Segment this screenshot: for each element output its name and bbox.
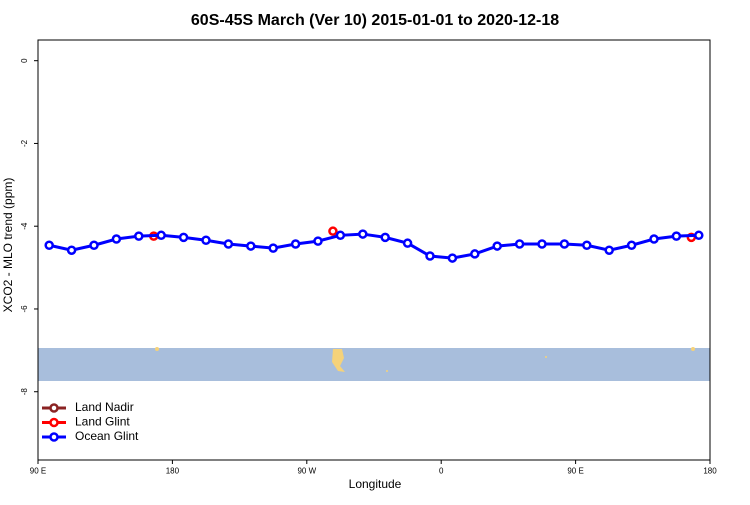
data-point — [537, 239, 547, 249]
x-tick-label: 90 E — [30, 467, 46, 476]
data-point — [582, 240, 592, 250]
data-point — [313, 236, 323, 246]
y-axis-label: XCO2 - MLO trend (ppm) — [1, 178, 15, 313]
land — [155, 347, 159, 351]
x-tick-label: 180 — [703, 467, 717, 476]
chart-title: 60S-45S March (Ver 10) 2015-01-01 to 202… — [191, 12, 559, 29]
legend-label: Land Glint — [75, 415, 130, 429]
land — [386, 370, 388, 372]
data-point — [223, 239, 234, 249]
x-axis-label: Longitude — [349, 477, 402, 491]
data-point — [559, 239, 570, 249]
data-point — [134, 231, 144, 241]
data-point — [380, 232, 390, 243]
data-point — [649, 234, 659, 244]
legend-marker — [49, 403, 59, 413]
data-point — [44, 240, 54, 250]
data-point — [89, 240, 99, 250]
data-point — [246, 241, 256, 251]
plot-frame — [37, 39, 711, 461]
land — [691, 347, 695, 351]
legend-marker — [49, 432, 59, 442]
data-point — [626, 240, 637, 250]
data-point — [290, 239, 301, 249]
data-point — [402, 238, 413, 248]
data-point — [178, 232, 189, 243]
x-tick-label: 90 E — [567, 467, 583, 476]
x-tick-label: 0 — [439, 467, 444, 476]
y-tick-label: -4 — [20, 222, 29, 230]
legend-label: Land Nadir — [75, 400, 134, 414]
data-point — [358, 229, 368, 239]
land — [545, 356, 547, 358]
data-point — [268, 243, 278, 253]
data-point — [201, 235, 211, 246]
x-tick-label: 180 — [166, 467, 180, 476]
data-point — [328, 226, 338, 236]
data-point — [671, 231, 682, 241]
data-point — [694, 230, 704, 241]
y-tick-label: 0 — [20, 58, 29, 63]
land — [332, 349, 345, 372]
data-point — [425, 251, 435, 261]
ocean-strip — [38, 348, 710, 381]
data-point — [111, 234, 122, 244]
map-strip — [38, 347, 710, 381]
y-tick-label: -6 — [20, 305, 29, 313]
x-tick-label: 90 W — [297, 467, 316, 476]
legend-label: Ocean Glint — [75, 429, 139, 443]
data-point — [604, 245, 614, 255]
legend-marker — [49, 417, 59, 428]
data-point — [470, 249, 480, 259]
data-point — [514, 239, 525, 249]
data-point — [492, 241, 502, 251]
y-tick-label: -2 — [20, 139, 29, 147]
data-point — [156, 230, 166, 241]
data-point — [66, 245, 77, 255]
data-point — [447, 253, 458, 263]
y-tick-label: -8 — [20, 388, 29, 396]
data-point — [335, 230, 346, 241]
